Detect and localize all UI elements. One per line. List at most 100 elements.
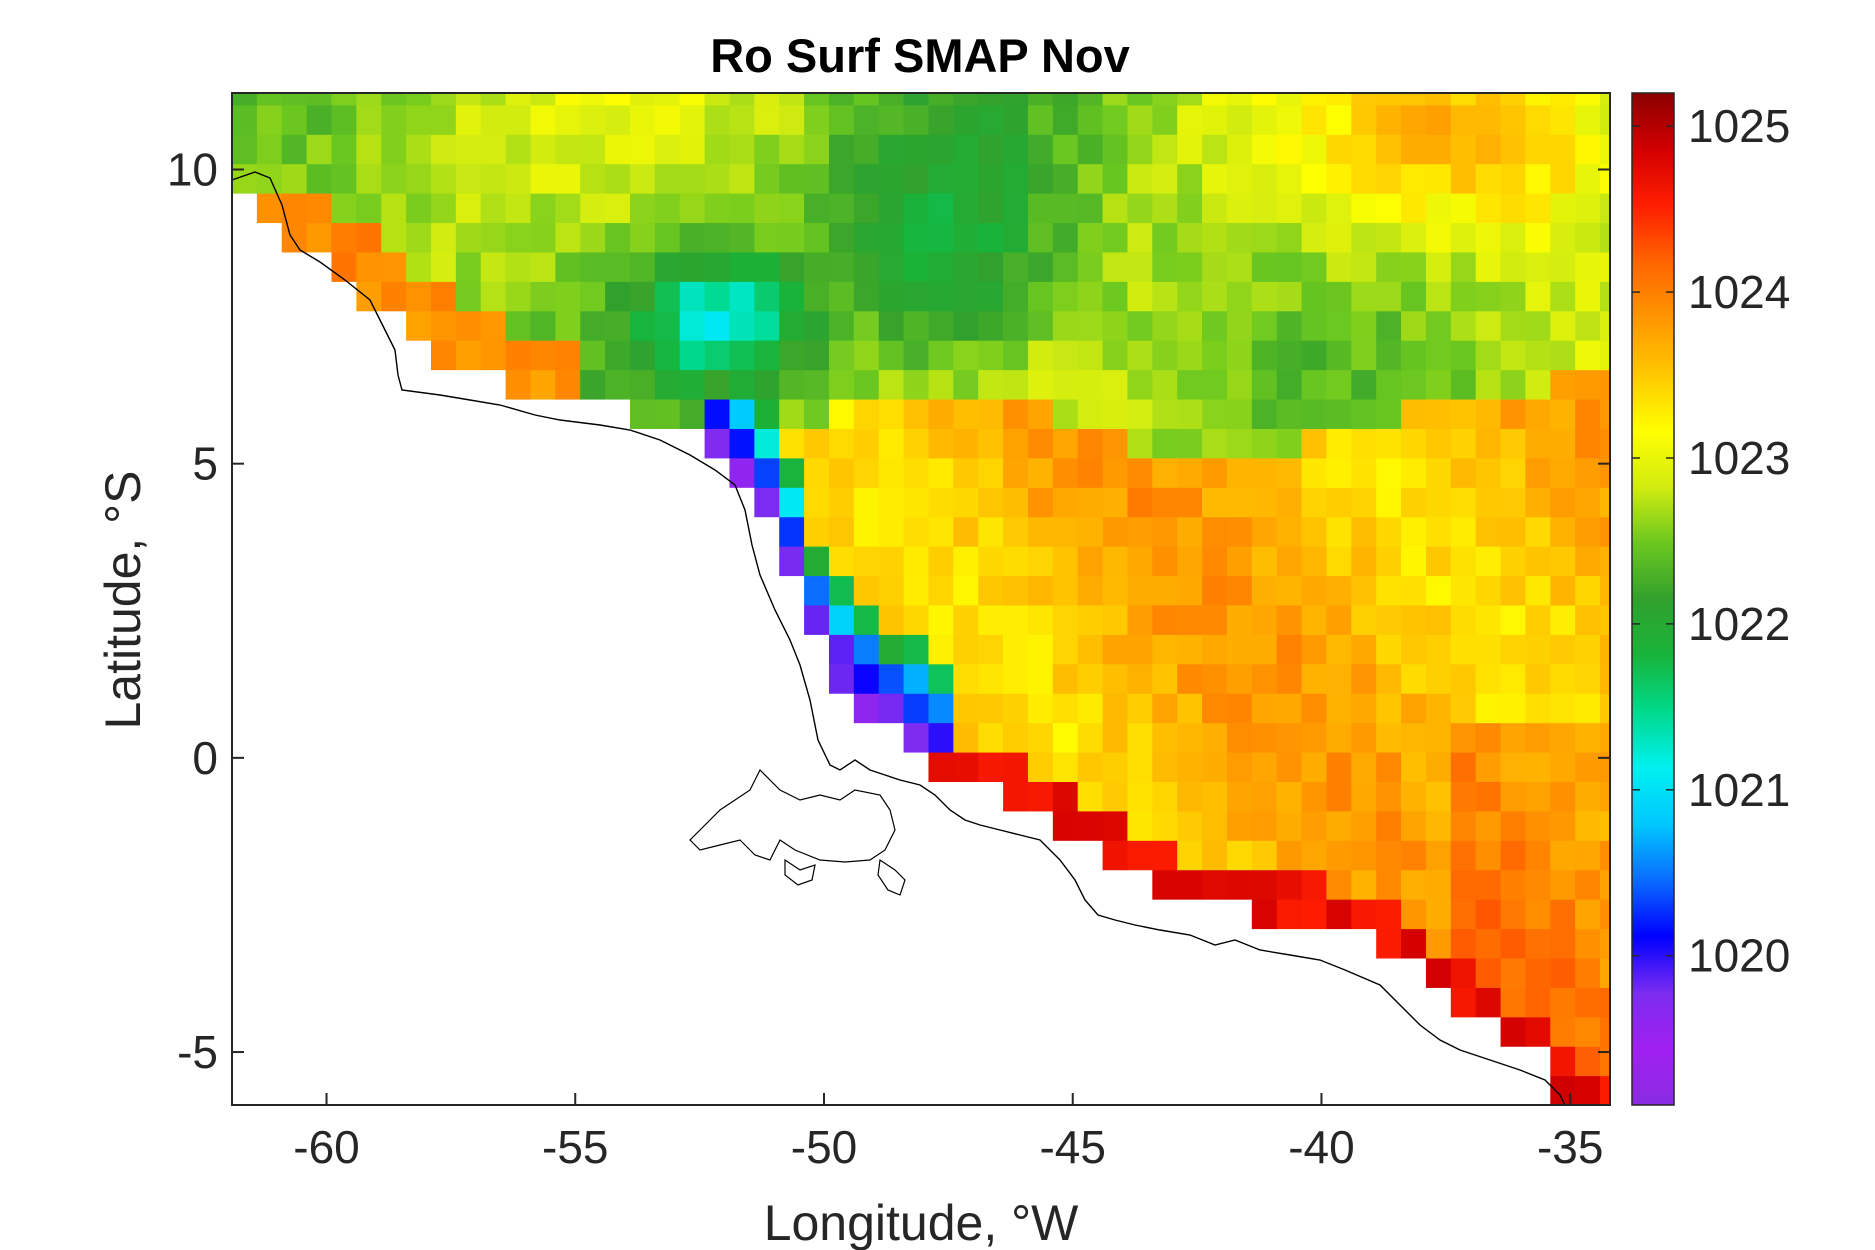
heatmap-cell bbox=[1401, 751, 1427, 782]
heatmap-cell bbox=[1202, 93, 1228, 106]
heatmap-cell bbox=[1003, 457, 1029, 488]
heatmap-cell bbox=[1301, 722, 1328, 753]
heatmap-cell bbox=[1127, 251, 1153, 282]
heatmap-cell bbox=[1550, 310, 1576, 341]
heatmap-cell bbox=[1500, 987, 1527, 1018]
heatmap-cell bbox=[903, 634, 930, 665]
heatmap-cell bbox=[1152, 722, 1178, 753]
heatmap-cell bbox=[1301, 575, 1328, 606]
heatmap-cell bbox=[1500, 428, 1527, 459]
heatmap-cell bbox=[555, 104, 581, 135]
heatmap-cell bbox=[1401, 634, 1427, 665]
heatmap-cell bbox=[1500, 722, 1527, 753]
heatmap-cell bbox=[1251, 869, 1278, 900]
heatmap-cell bbox=[1376, 134, 1402, 165]
heatmap-cell bbox=[704, 281, 731, 312]
heatmap-cell bbox=[878, 93, 905, 106]
heatmap-cell bbox=[1077, 369, 1104, 400]
heatmap-cell bbox=[1351, 487, 1377, 518]
heatmap-cell bbox=[1077, 93, 1104, 106]
heatmap-cell bbox=[1500, 575, 1527, 606]
heatmap-cell bbox=[853, 369, 880, 400]
heatmap-cell bbox=[903, 310, 930, 341]
heatmap-cell bbox=[1052, 251, 1079, 282]
heatmap-cell bbox=[281, 93, 308, 106]
heatmap-cell bbox=[754, 369, 780, 400]
heatmap-cell bbox=[356, 93, 382, 106]
heatmap-cell bbox=[1102, 840, 1129, 871]
heatmap-cell bbox=[1550, 781, 1576, 812]
heatmap-cell bbox=[928, 340, 954, 371]
heatmap-cell bbox=[256, 193, 283, 224]
heatmap-cell bbox=[1575, 663, 1601, 694]
heatmap-cell bbox=[1226, 398, 1253, 429]
heatmap-cell bbox=[1475, 310, 1502, 341]
heatmap-cell bbox=[878, 516, 905, 547]
heatmap-cell bbox=[978, 487, 1004, 518]
heatmap-cell bbox=[306, 104, 333, 135]
heatmap-cell bbox=[1003, 104, 1029, 135]
heatmap-cell bbox=[1003, 722, 1029, 753]
heatmap-cell bbox=[1226, 546, 1253, 577]
heatmap-cell bbox=[1575, 1046, 1601, 1077]
heatmap-cell bbox=[1301, 251, 1328, 282]
heatmap-cell bbox=[1177, 751, 1203, 782]
heatmap-cell bbox=[406, 134, 432, 165]
heatmap-cell bbox=[903, 163, 930, 194]
heatmap-cell bbox=[1575, 340, 1601, 371]
heatmap-cell bbox=[1600, 516, 1611, 547]
heatmap-cell bbox=[1326, 810, 1352, 841]
heatmap-cell bbox=[928, 663, 954, 694]
heatmap-cell bbox=[1600, 693, 1611, 724]
heatmap-cell bbox=[555, 193, 581, 224]
heatmap-cell bbox=[1425, 751, 1452, 782]
heatmap-cell bbox=[1425, 93, 1452, 106]
heatmap-cell bbox=[828, 516, 855, 547]
heatmap-cell bbox=[1077, 575, 1104, 606]
heatmap-cell bbox=[1500, 810, 1527, 841]
heatmap-cell bbox=[1177, 810, 1203, 841]
heatmap-cell bbox=[1351, 369, 1377, 400]
heatmap-cell bbox=[1351, 457, 1377, 488]
heatmap-cell bbox=[1003, 369, 1029, 400]
heatmap-cell bbox=[1425, 398, 1452, 429]
heatmap-cell bbox=[1027, 104, 1054, 135]
heatmap-cell bbox=[1152, 487, 1178, 518]
heatmap-cell bbox=[605, 281, 631, 312]
heatmap-cell bbox=[1450, 810, 1477, 841]
heatmap-cell bbox=[1301, 604, 1328, 635]
heatmap-cell bbox=[1600, 487, 1611, 518]
x-tick-label: -40 bbox=[1288, 1121, 1354, 1173]
heatmap-cell bbox=[654, 340, 681, 371]
heatmap-cell bbox=[853, 163, 880, 194]
heatmap-cell bbox=[654, 222, 681, 253]
heatmap-cell bbox=[406, 163, 432, 194]
heatmap-cell bbox=[455, 134, 482, 165]
heatmap-cell bbox=[1376, 575, 1402, 606]
heatmap-cell bbox=[580, 104, 606, 135]
heatmap-cell bbox=[1152, 869, 1178, 900]
heatmap-cell bbox=[1550, 487, 1576, 518]
heatmap-cell bbox=[953, 310, 979, 341]
heatmap-cell bbox=[1251, 487, 1278, 518]
heatmap-cell bbox=[1301, 663, 1328, 694]
heatmap-cell bbox=[1077, 222, 1104, 253]
heatmap-cell bbox=[878, 575, 905, 606]
heatmap-cell bbox=[978, 310, 1004, 341]
heatmap-cell bbox=[853, 193, 880, 224]
heatmap-cell bbox=[1500, 193, 1527, 224]
heatmap-cell bbox=[1052, 340, 1079, 371]
heatmap-cell bbox=[704, 134, 731, 165]
heatmap-cell bbox=[505, 222, 532, 253]
heatmap-cell bbox=[1077, 516, 1104, 547]
heatmap-cell bbox=[1276, 340, 1303, 371]
heatmap-cell bbox=[779, 546, 805, 577]
heatmap-cell bbox=[1276, 457, 1303, 488]
heatmap-cell bbox=[1251, 575, 1278, 606]
heatmap-cell bbox=[878, 398, 905, 429]
heatmap-cell bbox=[455, 163, 482, 194]
heatmap-cell bbox=[804, 104, 830, 135]
heatmap-cell bbox=[1450, 457, 1477, 488]
heatmap-cell bbox=[1425, 281, 1452, 312]
heatmap-cell bbox=[1525, 516, 1551, 547]
